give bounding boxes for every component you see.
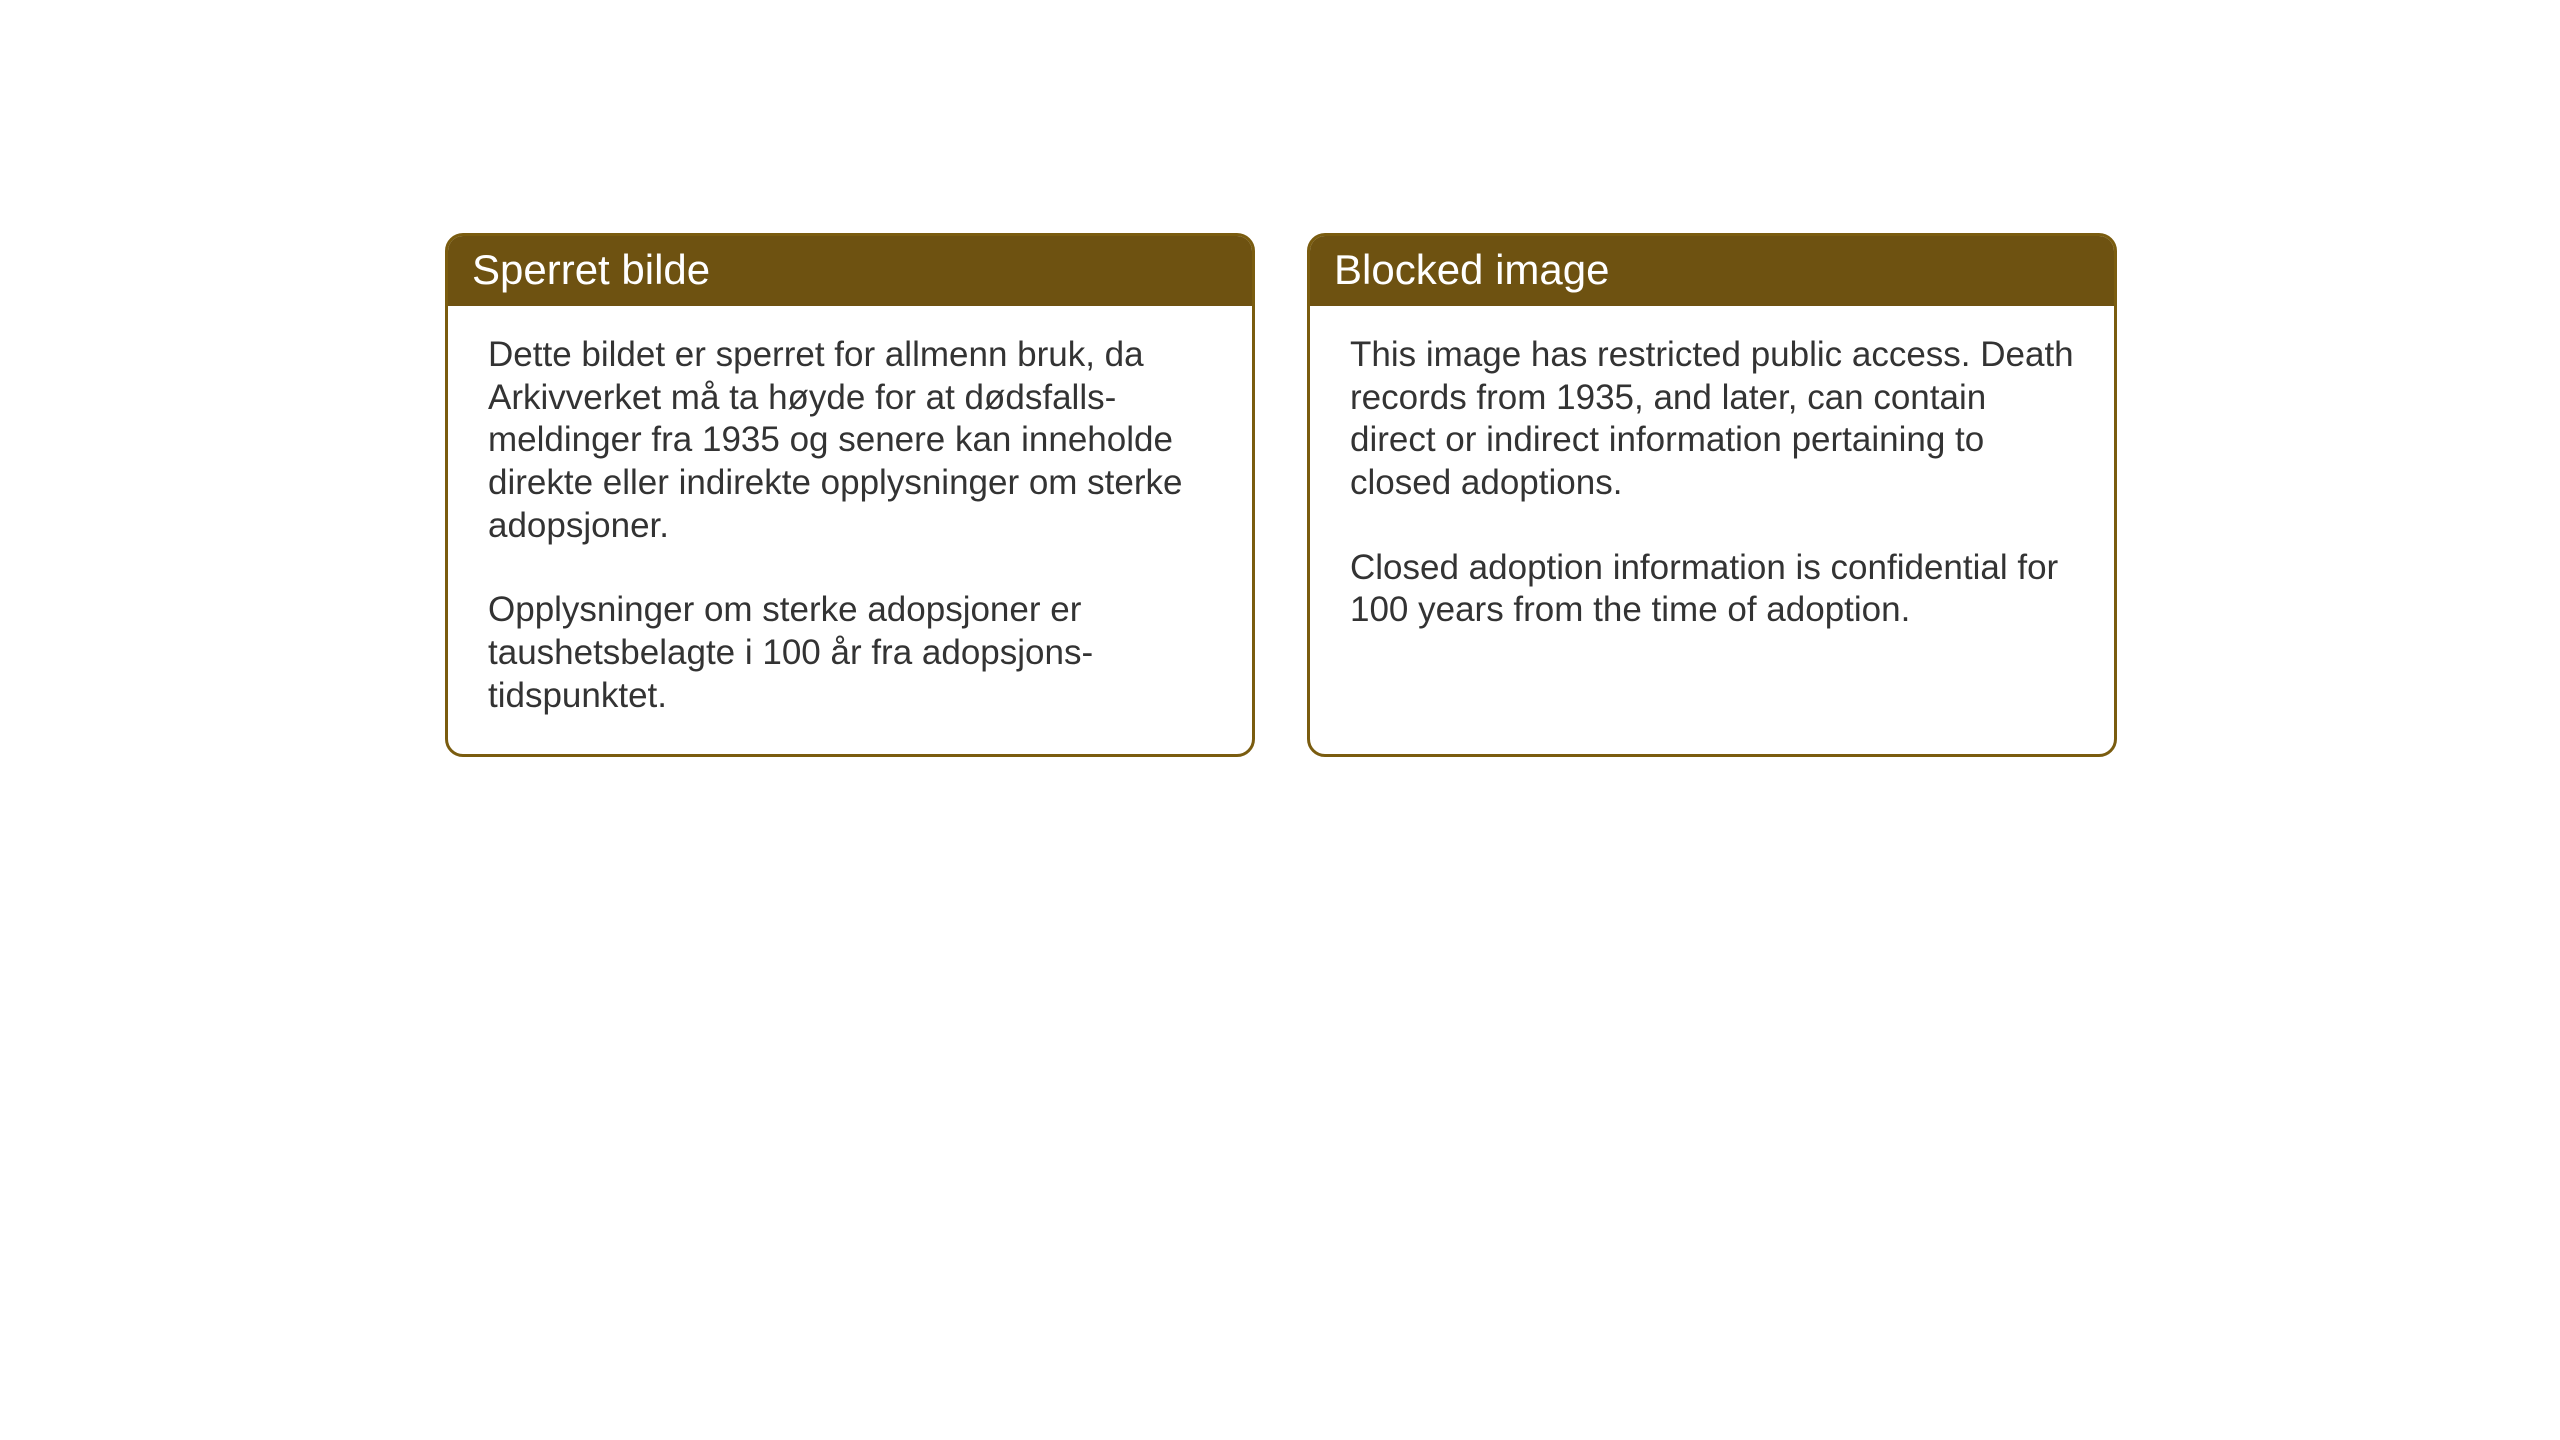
card-paragraph: This image has restricted public access.… [1350,334,2074,505]
card-norwegian: Sperret bilde Dette bildet er sperret fo… [445,233,1255,757]
card-paragraph: Dette bildet er sperret for allmenn bruk… [488,334,1212,547]
card-paragraph: Closed adoption information is confident… [1350,547,2074,632]
card-body-norwegian: Dette bildet er sperret for allmenn bruk… [448,306,1252,754]
card-body-english: This image has restricted public access.… [1310,306,2114,668]
card-header-english: Blocked image [1310,236,2114,306]
card-paragraph: Opplysninger om sterke adopsjoner er tau… [488,589,1212,717]
card-title: Blocked image [1334,246,1609,293]
card-title: Sperret bilde [472,246,710,293]
cards-container: Sperret bilde Dette bildet er sperret fo… [445,233,2117,757]
card-header-norwegian: Sperret bilde [448,236,1252,306]
card-english: Blocked image This image has restricted … [1307,233,2117,757]
